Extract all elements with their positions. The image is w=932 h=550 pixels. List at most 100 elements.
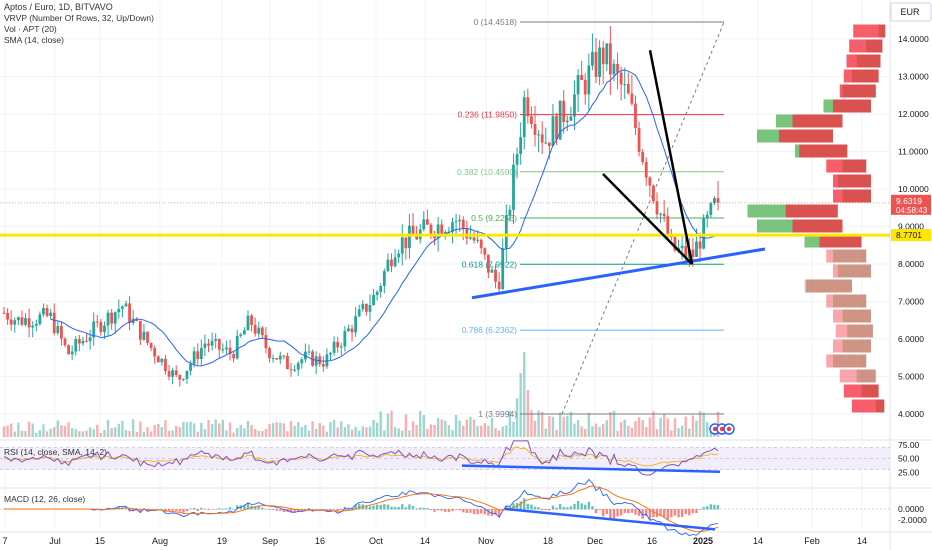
volume-bar bbox=[124, 429, 128, 437]
macd-histogram-bar bbox=[436, 509, 440, 511]
candle-body bbox=[608, 43, 612, 75]
time-tick-label: 16 bbox=[315, 536, 325, 546]
volume-bar bbox=[447, 425, 451, 437]
legend-symbol-title[interactable]: Aptos / Euro, 1D, BITVAVO bbox=[4, 2, 113, 12]
sma-line bbox=[50, 69, 719, 367]
candle-body bbox=[124, 303, 128, 307]
volume-bar bbox=[479, 425, 483, 437]
vrvp-up-row bbox=[842, 339, 871, 353]
volume-bar bbox=[401, 430, 404, 437]
vrvp-down-row bbox=[833, 174, 871, 188]
macd-histogram-bar bbox=[124, 507, 128, 510]
macd-line bbox=[4, 478, 719, 537]
volume-bar bbox=[253, 428, 257, 437]
volume-bar bbox=[691, 415, 695, 437]
volume-bar bbox=[210, 424, 214, 437]
candle-body bbox=[440, 224, 444, 235]
candle-body bbox=[217, 339, 221, 350]
candle-body bbox=[275, 358, 279, 360]
volume-bar bbox=[706, 421, 709, 437]
volume-bar bbox=[135, 431, 138, 437]
candle-body bbox=[271, 358, 275, 360]
candle-body bbox=[501, 248, 505, 290]
legend-volume[interactable]: Vol · APT (20) bbox=[4, 24, 57, 34]
macd-histogram-bar bbox=[706, 506, 709, 510]
vrvp-down-row bbox=[785, 204, 838, 218]
macd-histogram-bar bbox=[275, 509, 278, 511]
volume-bar bbox=[250, 425, 253, 437]
volume-bar bbox=[433, 424, 436, 437]
candle-body bbox=[662, 213, 666, 217]
candle-body bbox=[379, 286, 383, 292]
macd-histogram-bar bbox=[523, 498, 526, 510]
volume-bar bbox=[200, 422, 203, 437]
rsi-tick-label: 75.00 bbox=[898, 440, 920, 450]
candle-body bbox=[307, 351, 311, 353]
volume-bar bbox=[462, 425, 465, 437]
sma-14-line bbox=[50, 69, 719, 367]
time-tick-label: Feb bbox=[804, 536, 820, 546]
candle-body bbox=[354, 316, 358, 333]
macd-histogram-bar bbox=[716, 505, 720, 510]
candle-body bbox=[616, 63, 619, 73]
macd-histogram-bar bbox=[469, 509, 472, 513]
macd-histogram-bar bbox=[630, 509, 634, 513]
candle-body bbox=[192, 351, 196, 364]
vrvp-down-row bbox=[846, 54, 881, 68]
volume-bar bbox=[436, 417, 440, 437]
candle-body bbox=[648, 177, 652, 186]
current-price-value: 9.6319 bbox=[896, 196, 922, 206]
candle-body bbox=[235, 335, 239, 359]
legend-vrvp[interactable]: VRVP (Number Of Rows, 32, Up/Down) bbox=[4, 13, 154, 23]
candle-body bbox=[45, 308, 49, 316]
candle-body bbox=[128, 303, 131, 324]
candle-body bbox=[239, 334, 243, 336]
macd-histogram-bar bbox=[444, 509, 447, 512]
drawing-tools[interactable] bbox=[0, 50, 890, 300]
volume-bar bbox=[587, 412, 591, 437]
macd-histogram-bar bbox=[662, 509, 666, 518]
candle-body bbox=[382, 271, 386, 287]
macd-histogram-bar bbox=[451, 509, 454, 512]
volume-bar bbox=[246, 420, 250, 437]
rsi-legend[interactable]: RSI (14, close, SMA, 14, 2) bbox=[4, 447, 107, 457]
macd-histogram-bar bbox=[293, 509, 296, 513]
macd-histogram-bar bbox=[505, 505, 508, 510]
macd-histogram-bar bbox=[271, 509, 275, 510]
macd-histogram-bar bbox=[203, 508, 207, 510]
volume-bar bbox=[336, 427, 339, 437]
macd-histogram-bar bbox=[268, 509, 271, 510]
volume-bar bbox=[487, 425, 490, 437]
candle-body bbox=[242, 330, 246, 335]
vrvp-down-row bbox=[833, 189, 871, 203]
volume-bar bbox=[13, 431, 16, 437]
candle-body bbox=[81, 340, 85, 344]
candle-body bbox=[594, 52, 598, 77]
volume-bar bbox=[512, 421, 515, 437]
volume-bar bbox=[128, 430, 131, 437]
macd-histogram-bar bbox=[167, 509, 171, 512]
macd-histogram-bar bbox=[540, 509, 544, 511]
candle-body bbox=[372, 294, 375, 306]
macd-histogram-bar bbox=[533, 506, 537, 510]
volume-bar bbox=[88, 427, 92, 437]
candle-body bbox=[522, 97, 526, 138]
candle-body bbox=[135, 318, 139, 321]
candle-body bbox=[673, 237, 677, 251]
candle-body bbox=[655, 201, 659, 215]
vrvp-up-row bbox=[833, 294, 867, 308]
vrvp-down-row bbox=[826, 249, 867, 263]
legend-sma[interactable]: SMA (14, close) bbox=[4, 35, 64, 45]
volume-bar bbox=[702, 412, 705, 437]
volume-bar bbox=[666, 418, 669, 437]
macd-histogram-bar bbox=[192, 508, 196, 510]
volume-bar bbox=[157, 424, 160, 437]
price-tick-label: 14.0000 bbox=[898, 34, 929, 44]
volume-bar bbox=[641, 420, 644, 437]
candle-body bbox=[52, 312, 56, 334]
volume-bar bbox=[598, 426, 601, 437]
candle-body bbox=[580, 75, 584, 80]
macd-histogram-bar bbox=[684, 509, 687, 515]
macd-legend[interactable]: MACD (12, 26, close) bbox=[4, 494, 86, 504]
